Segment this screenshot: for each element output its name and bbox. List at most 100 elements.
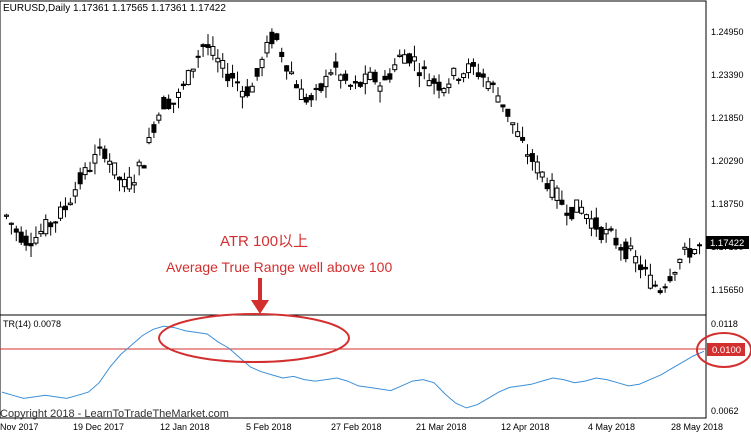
candle-body: [107, 160, 113, 165]
main-chart-frame: [0, 0, 707, 316]
candle-body: [490, 82, 496, 86]
candle-body: [220, 59, 226, 69]
candle-body: [264, 41, 270, 54]
candle-body: [525, 154, 530, 157]
candle-body: [92, 153, 98, 164]
candle-body: [446, 83, 452, 89]
candle-body: [254, 68, 260, 77]
candle-body: [215, 57, 221, 63]
candle-body: [436, 81, 442, 91]
candle-body: [431, 78, 437, 84]
candle-body: [574, 199, 580, 213]
price-tick: 1.24950: [711, 27, 744, 37]
candle-body: [269, 31, 275, 45]
candle-body: [392, 64, 398, 71]
candle-body: [544, 183, 550, 190]
candle-body: [48, 222, 54, 228]
candle-body: [638, 264, 644, 271]
candle-body: [343, 73, 349, 81]
candle-body: [367, 71, 373, 80]
candle-body: [53, 221, 59, 224]
candle-body: [333, 61, 339, 68]
candle-body: [411, 56, 417, 62]
candle-body: [534, 161, 540, 174]
time-tick: 19 Dec 2017: [73, 422, 124, 432]
time-tick: 12 Apr 2018: [501, 422, 550, 432]
annotation-title: ATR 100以上: [220, 233, 308, 250]
candle-body: [200, 44, 206, 48]
candle-body: [195, 55, 201, 58]
candle-body: [466, 63, 472, 74]
candle-body: [308, 95, 314, 101]
candle-body: [441, 88, 447, 94]
candle-body: [515, 131, 521, 137]
candle-body: [171, 102, 177, 105]
candle-body: [372, 71, 378, 83]
atr-highlight-ellipse: [158, 313, 350, 363]
candle-body: [210, 45, 216, 56]
current-price-label: 1.17422: [710, 238, 744, 249]
candle-body: [190, 68, 196, 72]
indicator-tick: 0.0118: [711, 319, 738, 329]
candle-body: [623, 241, 629, 260]
candle-body: [495, 95, 501, 103]
candle-body: [377, 85, 383, 92]
candle-body: [146, 136, 152, 144]
candle-body: [43, 219, 49, 235]
atr-level-label: 0.0100: [712, 345, 741, 356]
candle-body: [539, 171, 545, 178]
candle-body: [249, 85, 255, 93]
candle-body: [298, 88, 304, 101]
candle-body: [583, 214, 589, 219]
indicator-frame: [0, 314, 707, 419]
candle-body: [87, 169, 93, 172]
candle-body: [588, 218, 594, 229]
candle-body: [633, 256, 639, 264]
candle-body: [402, 54, 408, 64]
indicator-tick: 0.0062: [711, 406, 739, 416]
time-tick: 12 Jan 2018: [160, 422, 210, 432]
candle-body: [485, 81, 491, 90]
candle-body: [475, 72, 481, 78]
candle-body: [185, 70, 191, 86]
time-tick: 27 Feb 2018: [331, 422, 382, 432]
candle-body: [652, 284, 658, 287]
indicator-header: TR(14) 0.0078: [3, 319, 61, 329]
candle-body: [234, 81, 240, 84]
candle-body: [156, 114, 162, 121]
candle-body: [559, 199, 565, 205]
time-tick: 5 Feb 2018: [246, 422, 292, 432]
candle-body: [554, 187, 560, 201]
candle-body: [382, 75, 388, 81]
candle-body: [289, 71, 295, 75]
candle-body: [131, 182, 137, 186]
candle-body: [338, 74, 344, 81]
candle-body: [82, 167, 88, 176]
candle-body: [667, 276, 673, 282]
candle-body: [13, 228, 19, 233]
candle-body: [500, 104, 506, 108]
candle-body: [397, 54, 403, 57]
candle-body: [426, 80, 432, 87]
candle-body: [603, 228, 609, 235]
price-tick: 1.20290: [711, 156, 744, 166]
candle-body: [97, 146, 103, 149]
candle-body: [244, 86, 250, 97]
price-tick: 1.21850: [711, 113, 744, 123]
candle-body: [205, 44, 211, 48]
atr-line: [1, 325, 705, 409]
candle-body: [456, 78, 462, 81]
candle-body: [161, 96, 167, 110]
candle-body: [505, 108, 511, 117]
candle-body: [112, 162, 118, 176]
candle-body: [520, 136, 526, 141]
candle-body: [259, 58, 265, 69]
symbol-header: EURUSD,Daily 1.17361 1.17565 1.17361 1.1…: [3, 3, 226, 14]
candle-body: [387, 73, 393, 80]
price-tick: 1.15650: [711, 285, 744, 295]
candle-body: [328, 72, 334, 75]
candle-body: [3, 214, 9, 217]
candle-body: [284, 65, 290, 72]
candle-body: [628, 245, 634, 250]
